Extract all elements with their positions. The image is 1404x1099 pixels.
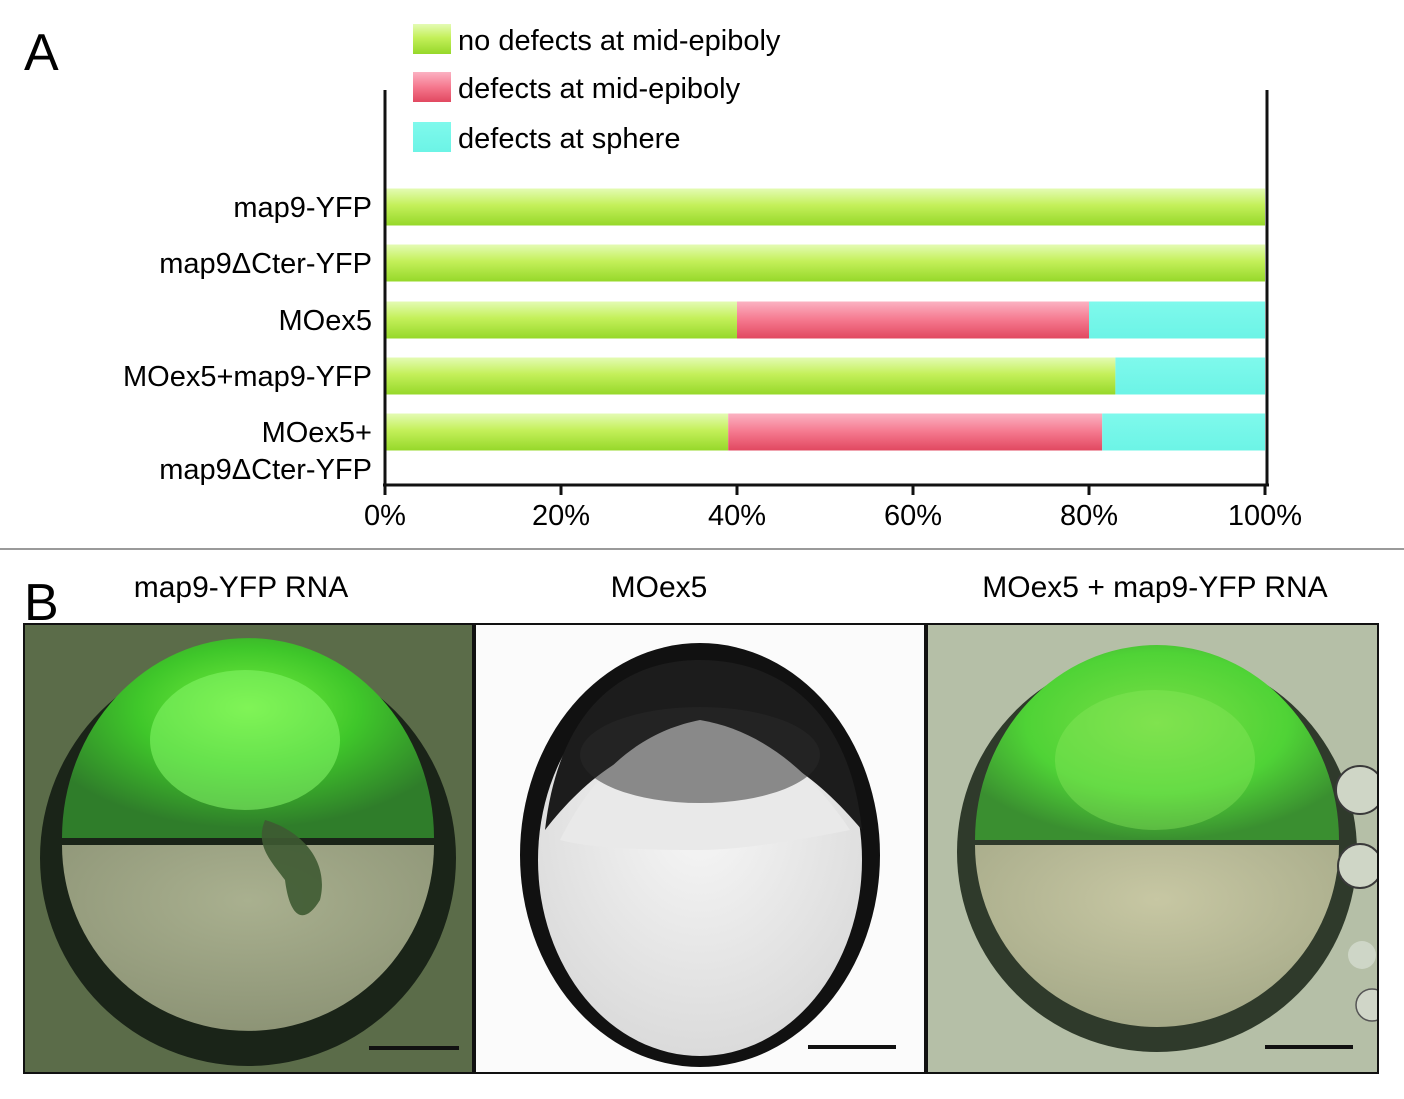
image-title-3: MOex5 + map9-YFP RNA: [982, 571, 1327, 604]
category-label-2: MOex5: [279, 305, 372, 337]
micrograph-moex5: [475, 624, 925, 1073]
x-tick-label-0: 0%: [364, 500, 406, 532]
micrograph-moex5-map9-yfp-rna: [927, 624, 1378, 1073]
bar-2-2: [1089, 301, 1265, 339]
image-frame-3: [926, 623, 1379, 1074]
bar-1-0: [385, 244, 1265, 282]
category-label-3: MOex5+map9-YFP: [123, 361, 372, 393]
category-label-0: map9-YFP: [233, 192, 372, 224]
x-tick-label-1: 20%: [532, 500, 590, 532]
legend-swatch-1: [413, 72, 451, 102]
image-frame-1: [23, 623, 474, 1074]
bar-0-0: [385, 188, 1265, 226]
image-title-1: map9-YFP RNA: [134, 571, 349, 604]
x-tick-label-4: 80%: [1060, 500, 1118, 532]
legend-swatch-2: [413, 122, 451, 152]
legend: no defects at mid-epiboly defects at mid-…: [413, 24, 781, 155]
legend-label-2: defects at sphere: [458, 123, 680, 155]
legend-label-0: no defects at mid-epiboly: [458, 25, 781, 57]
bars: [385, 188, 1265, 451]
x-ticks: 0% 20% 40% 60% 80% 100%: [364, 485, 1302, 532]
image-frame-2: [474, 623, 926, 1074]
category-label-1: map9ΔCter-YFP: [159, 248, 372, 280]
bar-2-0: [385, 301, 737, 339]
bar-4-2: [1102, 413, 1265, 451]
x-tick-label-2: 40%: [708, 500, 766, 532]
bar-4-1: [728, 413, 1103, 451]
category-labels: map9-YFP map9ΔCter-YFP MOex5 MOex5+map9-YFP…: [123, 192, 372, 486]
category-label-4-0: MOex5+: [262, 417, 372, 449]
bar-3-2: [1115, 357, 1265, 395]
bar-2-1: [737, 301, 1089, 339]
legend-swatch-0: [413, 24, 451, 54]
legend-label-1: defects at mid-epiboly: [458, 73, 741, 105]
panel-b-letter: B: [24, 574, 59, 632]
x-tick-label-5: 100%: [1228, 500, 1302, 532]
x-tick-label-3: 60%: [884, 500, 942, 532]
panel-a-letter: A: [24, 24, 59, 82]
bar-4-0: [385, 413, 729, 451]
category-label-4-1: map9ΔCter-YFP: [159, 454, 372, 486]
bar-3-0: [385, 357, 1116, 395]
image-title-2: MOex5: [611, 571, 708, 604]
micrograph-map9-yfp-rna: [24, 624, 473, 1073]
